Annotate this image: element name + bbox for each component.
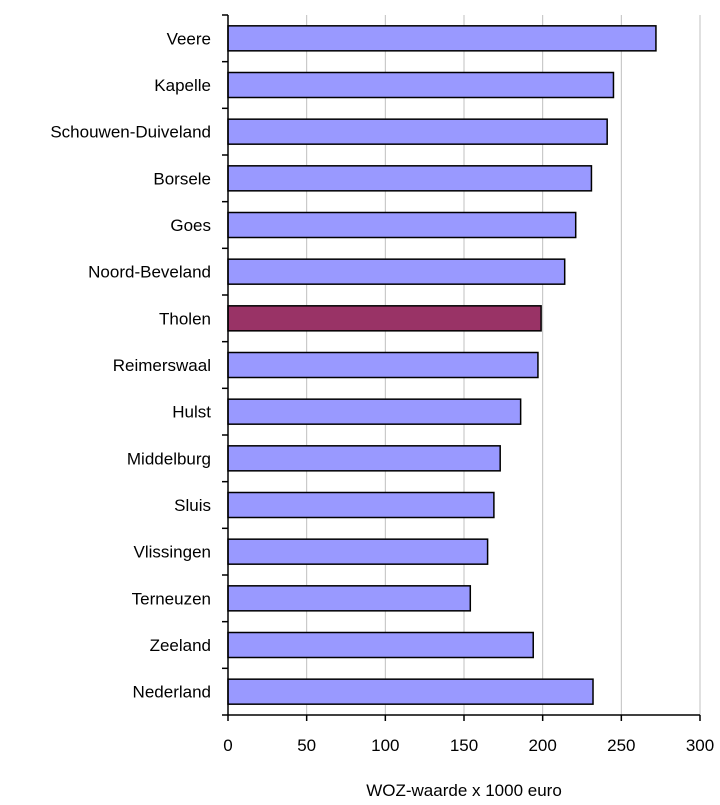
- bar-tholen: [227, 305, 542, 332]
- category-label-hulst: Hulst: [172, 403, 211, 422]
- category-label-reimerswaal: Reimerswaal: [113, 356, 211, 375]
- bar-sluis: [227, 491, 495, 519]
- x-tick-label-200: 200: [528, 736, 556, 755]
- category-label-middelburg: Middelburg: [127, 449, 211, 468]
- bar-hulst: [227, 398, 522, 425]
- category-label-nederland: Nederland: [133, 683, 211, 702]
- category-label-kapelle: Kapelle: [154, 76, 211, 95]
- bar-terneuzen: [227, 585, 472, 612]
- x-axis-title: WOZ-waarde x 1000 euro: [366, 781, 562, 800]
- category-label-goes: Goes: [170, 216, 211, 235]
- category-label-tholen: Tholen: [159, 309, 211, 328]
- x-tick-label-50: 50: [297, 736, 316, 755]
- x-tick-label-250: 250: [607, 736, 635, 755]
- category-label-zeeland: Zeeland: [150, 636, 211, 655]
- bar-vlissingen: [227, 538, 489, 565]
- bar-kapelle: [227, 71, 615, 99]
- category-labels: Veere Kapelle Schouwen-Duiveland Borsele Goe…: [50, 29, 211, 701]
- axes: [222, 14, 701, 721]
- bar-schouwen-duiveland: [227, 118, 608, 145]
- x-tick-label-100: 100: [371, 736, 399, 755]
- bar-goes: [227, 211, 577, 239]
- category-label-vlissingen: Vlissingen: [134, 543, 212, 562]
- bar-veere: [227, 25, 657, 52]
- category-label-veere: Veere: [167, 29, 211, 48]
- bars: [227, 25, 657, 705]
- x-tick-label-150: 150: [450, 736, 478, 755]
- tick-labels: 0 50 100 150 200 250 300: [223, 736, 714, 755]
- x-tick-label-0: 0: [223, 736, 232, 755]
- category-label-sluis: Sluis: [174, 496, 211, 515]
- bar-middelburg: [227, 445, 501, 472]
- category-label-noord-beveland: Noord-Beveland: [88, 263, 211, 282]
- category-label-terneuzen: Terneuzen: [132, 589, 211, 608]
- x-tick-label-300: 300: [686, 736, 714, 755]
- bar-zeeland: [227, 631, 534, 659]
- bar-nederland: [227, 678, 594, 705]
- category-label-schouwen-duiveland: Schouwen-Duiveland: [50, 123, 211, 142]
- bar-reimerswaal: [227, 351, 539, 379]
- bar-borsele: [227, 165, 593, 192]
- bar-noord-beveland: [227, 258, 566, 285]
- category-label-borsele: Borsele: [153, 169, 211, 188]
